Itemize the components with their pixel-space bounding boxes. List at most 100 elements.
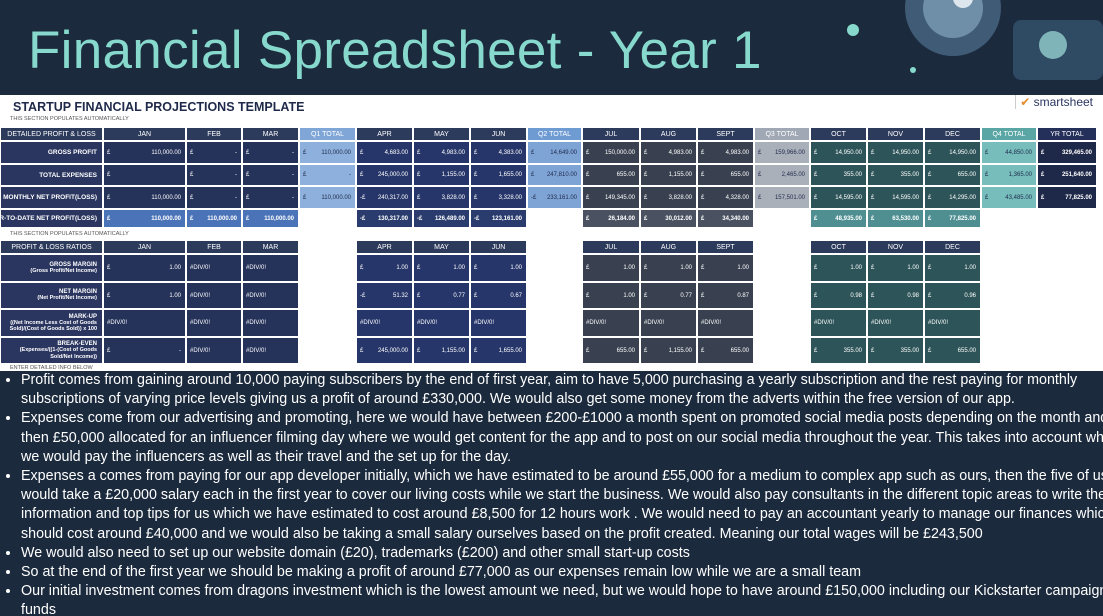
data-cell <box>981 209 1037 228</box>
cell-text: -£ <box>360 215 366 222</box>
data-cell: £1,155.00 <box>413 337 470 364</box>
cell-text: £ <box>190 215 194 222</box>
cell-text: £ <box>190 194 194 201</box>
header-text: MAY <box>434 130 449 138</box>
header-text: MAR <box>262 243 279 251</box>
cell-text: #DIV/0! <box>474 320 495 326</box>
header-text: AUG <box>660 130 677 138</box>
data-cell: £ - <box>186 186 242 209</box>
data-cell: -£ 51.32 <box>356 282 413 309</box>
cell-text: £ <box>474 347 478 354</box>
data-cell: £14,295.00 <box>924 186 981 209</box>
cell-text: £ <box>644 172 648 178</box>
data-cell: £77,825.00 <box>924 209 981 228</box>
cell-text: 2,465.00 <box>781 172 805 178</box>
cell-text: £ <box>586 172 590 178</box>
data-cell: #DIV/0! <box>186 254 242 282</box>
data-cell: #DIV/0! <box>186 337 242 364</box>
cell-text: £ <box>814 265 818 271</box>
data-cell: £0.67 <box>470 282 527 309</box>
data-cell: £1,155.00 <box>413 164 470 186</box>
cell-text: 110,000.00 <box>207 215 237 222</box>
cell-text: 1.00 <box>964 265 976 271</box>
cell-text: £ <box>107 265 111 271</box>
bullet: Our initial investment comes from dragon… <box>21 582 1103 616</box>
column-header: FEB <box>186 127 242 141</box>
cell-text: 110,000.00 <box>264 215 294 222</box>
cell-text: 126,489.00 <box>434 215 465 222</box>
header-text: MAY <box>434 243 449 251</box>
data-cell: -£ 233,161.00 <box>527 186 582 209</box>
data-cell: #DIV/0! <box>242 282 299 309</box>
data-cell: £110,000.00 <box>299 141 356 164</box>
column-header: MAR <box>242 240 299 254</box>
cell-text: 149,345.00 <box>604 194 635 201</box>
bullet: Expenses a comes from paying for our app… <box>21 467 1103 544</box>
bullet-list: Profit comes from gaining around 10,000 … <box>0 371 1103 616</box>
label-text: YEAR-TO-DATE NET PROFIT(LOSS) <box>0 215 97 222</box>
data-cell: £14,950.00 <box>867 141 924 164</box>
cell-text: 1,155.00 <box>441 347 465 354</box>
header-text: YR TOTAL <box>1050 130 1084 138</box>
spreadsheet: STARTUP FINANCIAL PROJECTIONS TEMPLATE ✔… <box>0 95 1103 371</box>
cell-text: 14,950.00 <box>892 149 919 156</box>
data-cell: #DIV/0! <box>186 309 242 337</box>
cell-text: #DIV/0! <box>814 320 835 326</box>
cell-text: £ <box>417 194 421 201</box>
column-header: OCT <box>810 240 867 254</box>
cell-text: £ <box>701 265 705 271</box>
label-sub: ((Net Income Less Cost of Goods Sold)/(C… <box>9 319 97 333</box>
cell-text: - <box>179 347 181 354</box>
data-cell: £1.00 <box>867 254 924 282</box>
data-cell: £110,000.00 <box>103 209 186 228</box>
cell-text: #DIV/0! <box>190 265 211 271</box>
data-cell: £34,340.00 <box>697 209 754 228</box>
cell-text: 130,317.00 <box>377 215 408 222</box>
cell-text: -£ <box>417 215 423 222</box>
data-cell: #DIV/0! <box>356 309 413 337</box>
data-cell <box>1037 209 1097 228</box>
cell-text: 329,465.00 <box>1061 149 1092 156</box>
data-cell: £0.77 <box>640 282 697 309</box>
cell-text: #DIV/0! <box>246 292 267 299</box>
data-cell: £3,828.00 <box>640 186 697 209</box>
cell-text: 48,935.00 <box>835 215 862 222</box>
cell-text: 0.98 <box>907 292 919 299</box>
data-cell: #DIV/0! <box>103 309 186 337</box>
cell-text: £ <box>586 347 590 354</box>
cell-text: £ <box>701 347 705 354</box>
bullet: So at the end of the first year we shoul… <box>21 563 1103 582</box>
cell-text: £ <box>871 172 875 178</box>
cell-text: £ <box>758 194 762 201</box>
cell-text: £ <box>871 215 875 222</box>
data-cell: #DIV/0! <box>470 309 527 337</box>
sheet-heading: STARTUP FINANCIAL PROJECTIONS TEMPLATE <box>13 100 305 114</box>
data-cell: £655.00 <box>582 337 640 364</box>
cell-text: £ <box>928 265 932 271</box>
cell-text: - <box>235 149 237 156</box>
cell-text: 355.00 <box>900 347 919 354</box>
column-header: JUL <box>582 240 640 254</box>
cell-text: 4,983.00 <box>668 149 692 156</box>
column-header: JAN <box>103 240 186 254</box>
cell-text: 655.00 <box>730 347 749 354</box>
cell-text: £ <box>303 172 307 178</box>
cell-text: #DIV/0! <box>190 320 211 326</box>
cell-text: £ <box>190 172 194 178</box>
data-cell: £ - <box>299 164 356 186</box>
cell-text: £ <box>871 347 875 354</box>
data-cell: £1.00 <box>810 254 867 282</box>
column-header: SEPT <box>697 240 754 254</box>
column-header: MAR <box>242 127 299 141</box>
cell-text: #DIV/0! <box>107 320 128 326</box>
cell-text: 159,966.00 <box>774 149 805 156</box>
bullet: Profit comes from gaining around 10,000 … <box>21 371 1103 409</box>
cell-text: £ <box>644 194 648 201</box>
cell-text: £ <box>360 172 364 178</box>
row-label: GROSS PROFIT <box>0 141 103 164</box>
cell-text: £ <box>107 215 111 222</box>
data-cell: #DIV/0! <box>640 309 697 337</box>
data-cell: £355.00 <box>867 337 924 364</box>
cell-text: 4,328.00 <box>725 194 749 201</box>
data-cell: £ - <box>242 186 299 209</box>
